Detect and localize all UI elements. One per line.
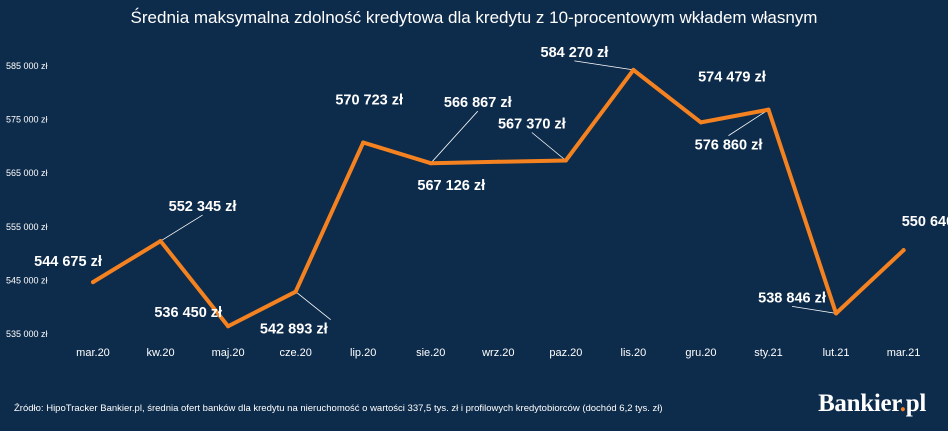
x-tick-label: cze.20 (279, 347, 311, 359)
x-tick-label: lis.20 (621, 347, 647, 359)
data-point (361, 140, 366, 145)
y-tick-label: 565 000 zł (6, 168, 48, 178)
data-label: 538 846 zł (758, 290, 826, 306)
leader-line (791, 305, 837, 314)
source-note: Źródło: HipoTracker Bankier.pl, średnia … (14, 403, 663, 414)
leader-line (430, 110, 479, 164)
leader-line (295, 291, 331, 321)
data-point (631, 67, 636, 72)
data-label: 574 479 zł (698, 69, 766, 85)
data-point (698, 120, 703, 125)
data-label: 567 370 zł (498, 116, 566, 132)
data-point (293, 289, 298, 294)
data-point (496, 159, 501, 164)
x-axis: mar.20 kw.20 maj.20 cze.20 lip.20 sie.20 wrz.2… (76, 347, 920, 359)
data-point (226, 324, 231, 329)
y-tick-label: 555 000 zł (6, 222, 48, 232)
x-tick-label: sie.20 (416, 347, 445, 359)
x-tick-label: sty.21 (754, 347, 783, 359)
data-label: 584 270 zł (541, 45, 609, 61)
data-label: 566 867 zł (444, 95, 512, 111)
data-label: 536 450 zł (154, 305, 222, 321)
data-label: 542 893 zł (260, 322, 328, 338)
y-tick-label: 575 000 zł (6, 115, 48, 125)
data-label: 544 675 zł (34, 254, 102, 270)
data-point (766, 107, 771, 112)
y-tick-label: 535 000 zł (6, 329, 48, 339)
y-axis: 535 000 zł 545 000 zł 555 000 zł 565 000 zł… (6, 61, 48, 339)
x-tick-label: maj.20 (212, 347, 245, 359)
data-label: 576 860 zł (695, 138, 763, 154)
data-label: 570 723 zł (335, 93, 403, 109)
data-point (834, 311, 839, 316)
chart-title: Średnia maksymalna zdolność kredytowa dl… (130, 8, 818, 27)
x-tick-label: mar.20 (76, 347, 110, 359)
bankier-logo: Bankier.pl (818, 390, 926, 417)
data-labels: 544 675 zł 552 345 zł 536 450 zł 542 893 zł… (34, 45, 948, 338)
y-tick-label: 585 000 zł (6, 61, 48, 71)
label-leader-lines (160, 60, 837, 327)
y-tick-label: 545 000 zł (6, 275, 48, 285)
data-label: 567 126 zł (417, 178, 485, 194)
leader-line (574, 60, 634, 71)
data-point (901, 248, 906, 253)
x-tick-label: wrz.20 (481, 347, 514, 359)
leader-line (531, 132, 567, 161)
x-tick-label: lip.20 (350, 347, 376, 359)
data-point (563, 158, 568, 163)
data-points (91, 67, 906, 329)
data-label: 552 345 zł (169, 199, 237, 215)
x-tick-label: gru.20 (685, 347, 716, 359)
data-point (428, 161, 433, 166)
data-point (158, 239, 163, 244)
x-tick-label: paz.20 (549, 347, 582, 359)
x-tick-label: kw.20 (146, 347, 174, 359)
x-tick-label: mar.21 (887, 347, 921, 359)
data-point (91, 280, 95, 285)
leader-line (160, 214, 203, 242)
data-label: 550 640 zł (902, 214, 948, 230)
leader-line (728, 109, 769, 136)
x-tick-label: lut.21 (823, 347, 850, 359)
